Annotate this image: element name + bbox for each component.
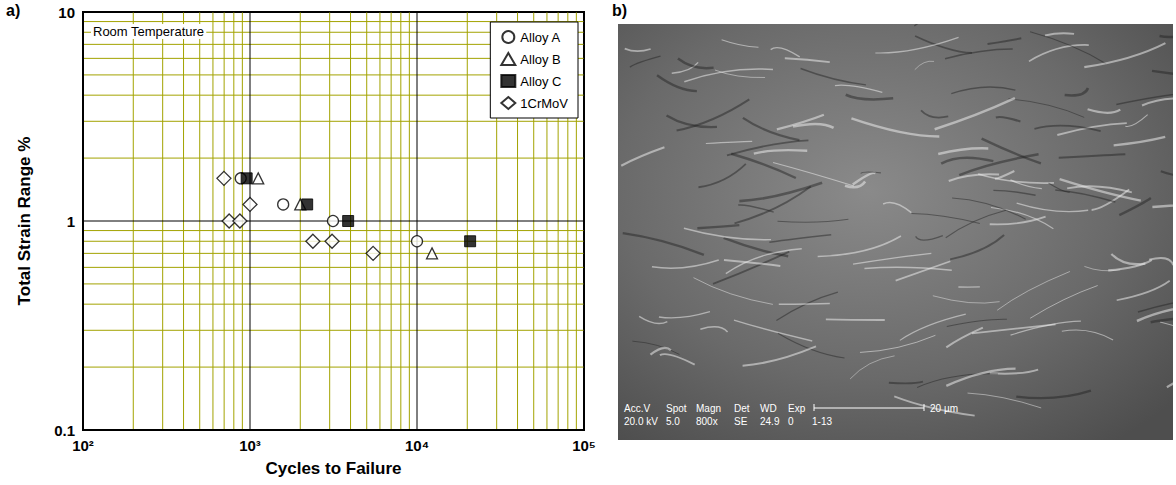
svg-text:0.1: 0.1 xyxy=(54,422,75,439)
svg-text:0: 0 xyxy=(788,416,794,427)
svg-text:Spot: Spot xyxy=(666,403,687,414)
svg-text:800x: 800x xyxy=(696,416,718,427)
svg-text:10²: 10² xyxy=(72,437,94,454)
svg-text:10³: 10³ xyxy=(239,437,261,454)
svg-text:10⁵: 10⁵ xyxy=(572,437,596,454)
svg-text:Alloy B: Alloy B xyxy=(520,52,560,67)
svg-text:10⁴: 10⁴ xyxy=(405,437,429,454)
svg-text:Det: Det xyxy=(734,403,750,414)
svg-text:Total Strain Range %: Total Strain Range % xyxy=(15,137,34,306)
svg-text:Magn: Magn xyxy=(696,403,721,414)
svg-text:10: 10 xyxy=(58,4,75,21)
svg-text:1CrMoV: 1CrMoV xyxy=(520,96,568,111)
html-text:b): b) xyxy=(612,2,628,19)
svg-text:Cycles to Failure: Cycles to Failure xyxy=(265,459,401,478)
svg-text:SE: SE xyxy=(734,416,748,427)
svg-text:20 µm: 20 µm xyxy=(930,403,958,414)
html-text:a): a) xyxy=(6,2,21,19)
svg-text:1-13: 1-13 xyxy=(812,416,832,427)
svg-text:24.9: 24.9 xyxy=(760,416,780,427)
svg-text:Alloy A: Alloy A xyxy=(520,30,560,45)
svg-text:1: 1 xyxy=(67,213,75,230)
svg-text:5.0: 5.0 xyxy=(666,416,680,427)
svg-text:Room Temperature: Room Temperature xyxy=(93,24,204,39)
svg-text:20.0 kV: 20.0 kV xyxy=(624,416,658,427)
svg-text:WD: WD xyxy=(760,403,777,414)
svg-text:Alloy C: Alloy C xyxy=(520,74,561,89)
svg-text:Exp: Exp xyxy=(788,403,806,414)
svg-text:Acc.V: Acc.V xyxy=(624,403,650,414)
